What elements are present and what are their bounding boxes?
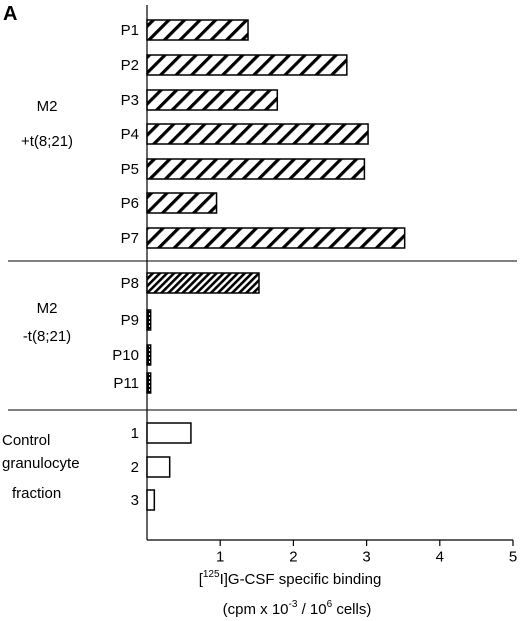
group-label-3-line-1: Control <box>2 432 50 449</box>
bar-3-2 <box>146 456 171 478</box>
bar-2-p10 <box>146 344 152 366</box>
x-axis-title: [125I]G-CSF specific binding <box>199 569 382 588</box>
x-tick-label-2: 2 <box>289 548 297 565</box>
category-label-1-p7: P7 <box>121 230 139 247</box>
bar-2-p11 <box>146 372 152 394</box>
category-label-3-3: 3 <box>131 492 139 509</box>
bar-1-p1 <box>146 19 249 41</box>
group-label-2-line-2: -t(8;21) <box>23 328 71 345</box>
group-label-1-line-2: +t(8;21) <box>21 133 73 150</box>
bar-3-1 <box>146 422 192 444</box>
category-label-3-2: 2 <box>131 459 139 476</box>
bar-2-p8 <box>146 272 260 294</box>
category-label-1-p2: P2 <box>121 57 139 74</box>
x-tick-label-5: 5 <box>509 548 517 565</box>
bar-1-p3 <box>146 89 279 111</box>
category-label-1-p5: P5 <box>121 161 139 178</box>
bar-1-p4 <box>146 123 369 145</box>
group-label-2-line-1: M2 <box>37 300 58 317</box>
x-tick-label-4: 4 <box>436 548 444 565</box>
category-label-1-p4: P4 <box>121 126 139 143</box>
group-label-3-line-2: granulocyte <box>2 455 80 472</box>
category-label-1-p3: P3 <box>121 92 139 109</box>
category-label-2-p8: P8 <box>121 275 139 292</box>
category-label-2-p10: P10 <box>112 347 139 364</box>
bar-1-p6 <box>146 192 218 214</box>
category-label-1-p1: P1 <box>121 22 139 39</box>
bar-3-3 <box>146 489 156 511</box>
x-axis-ticks: 1 2 3 4 5 <box>216 540 517 565</box>
group-labels: M2 +t(8;21) M2 -t(8;21) Control granulocyte fr… <box>2 98 80 502</box>
panel-label: A <box>3 3 17 25</box>
bar-2-p9 <box>146 309 152 331</box>
category-label-2-p11: P11 <box>113 375 139 392</box>
x-axis-title-superscript: 125 <box>203 569 220 580</box>
bars-layer <box>146 19 406 511</box>
group-label-3-line-3: fraction <box>12 485 61 502</box>
x-axis-units: (cpm x 10-3 / 106 cells) <box>223 599 372 618</box>
category-label-3-1: 1 <box>131 425 139 442</box>
bar-1-p5 <box>146 158 366 180</box>
category-label-1-p6: P6 <box>121 195 139 212</box>
category-label-2-p9: P9 <box>121 312 139 329</box>
category-labels: P1 P2 P3 P4 P5 P6 P7 P8 P9 P10 P11 1 2 3 <box>112 22 139 509</box>
bar-1-p2 <box>146 54 348 76</box>
x-tick-label-1: 1 <box>216 548 224 565</box>
x-tick-label-3: 3 <box>362 548 370 565</box>
group-label-1-line-1: M2 <box>37 98 58 115</box>
bar-1-p7 <box>146 227 406 249</box>
